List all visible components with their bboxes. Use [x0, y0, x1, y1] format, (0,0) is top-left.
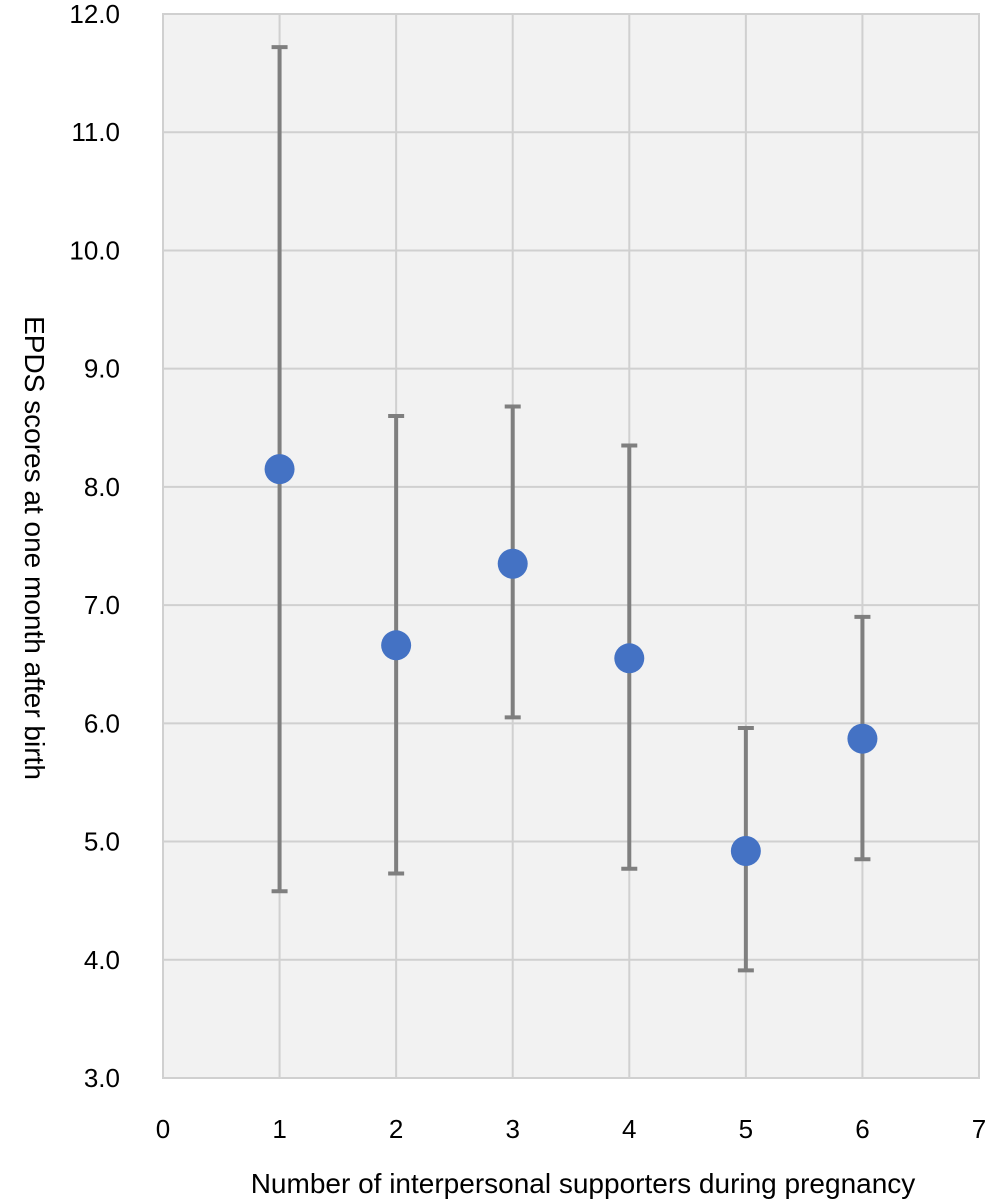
data-point-marker [381, 630, 412, 661]
x-tick-label: 0 [156, 1114, 170, 1144]
x-tick-label: 3 [505, 1114, 519, 1144]
y-tick-label: 9.0 [84, 354, 120, 384]
y-tick-labels: 3.0 4.0 5.0 6.0 7.0 8.0 9.0 10.0 11.0 12.0 [69, 0, 120, 1093]
x-tick-label: 5 [739, 1114, 753, 1144]
x-tick-label: 2 [389, 1114, 403, 1144]
x-tick-label: 1 [272, 1114, 286, 1144]
data-point-marker [614, 643, 645, 674]
x-tick-labels: 0 1 2 3 4 5 6 7 [156, 1114, 986, 1144]
y-tick-label: 6.0 [84, 708, 120, 738]
y-tick-label: 8.0 [84, 472, 120, 502]
y-tick-label: 5.0 [84, 827, 120, 857]
y-tick-label: 12.0 [69, 0, 120, 29]
y-tick-label: 10.0 [69, 235, 120, 265]
x-tick-label: 4 [622, 1114, 636, 1144]
data-points [264, 454, 878, 867]
data-point-marker [730, 836, 761, 867]
x-axis-title: Number of interpersonal supporters durin… [251, 1168, 916, 1199]
data-point-marker [264, 454, 295, 485]
x-tick-label: 7 [972, 1114, 986, 1144]
x-tick-label: 6 [855, 1114, 869, 1144]
data-point-marker [497, 548, 528, 579]
y-axis-title: EPDS scores at one month after birth [19, 316, 50, 780]
y-tick-label: 7.0 [84, 590, 120, 620]
data-point-marker [847, 723, 878, 754]
y-tick-label: 11.0 [71, 117, 120, 147]
plot-area [162, 13, 980, 1079]
y-tick-label: 4.0 [84, 945, 120, 975]
y-tick-label: 3.0 [84, 1063, 120, 1093]
